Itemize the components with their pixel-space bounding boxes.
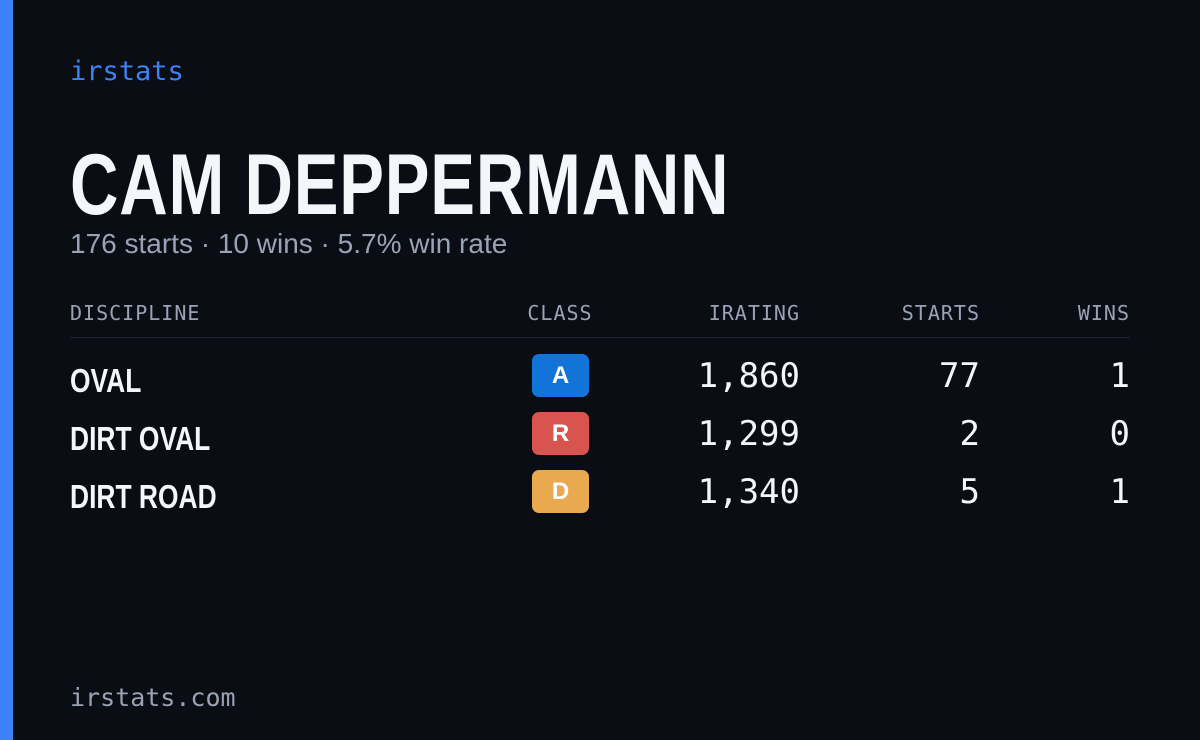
column-header: WINS <box>1077 301 1130 325</box>
class-badge: D <box>532 470 589 513</box>
brand: irstats <box>70 56 184 87</box>
irating: 1,340 <box>697 472 800 512</box>
wins: 0 <box>1109 414 1130 454</box>
accent-bar <box>0 0 13 740</box>
column-header: IRATING <box>708 301 800 325</box>
class-badge: R <box>532 412 589 455</box>
starts: 5 <box>959 472 980 512</box>
starts: 77 <box>939 356 980 396</box>
class-badge: A <box>532 354 589 397</box>
wins: 1 <box>1109 356 1130 396</box>
irating: 1,299 <box>697 414 800 454</box>
column-header: CLASS <box>527 301 593 325</box>
discipline: DIRT OVAL <box>70 420 211 457</box>
irating: 1,860 <box>697 356 800 396</box>
column-header: DISCIPLINE <box>70 301 201 325</box>
column-header: STARTS <box>901 301 980 325</box>
footer: irstats.com <box>70 683 236 712</box>
wins: 1 <box>1109 472 1130 512</box>
discipline: OVAL <box>70 362 142 399</box>
starts: 2 <box>959 414 980 454</box>
subtitle: 176 starts · 10 wins · 5.7% win rate <box>70 228 508 259</box>
discipline: DIRT ROAD <box>70 478 217 515</box>
driver-name: CAM DEPPERMANN <box>70 137 730 233</box>
header-rule <box>70 337 1130 338</box>
